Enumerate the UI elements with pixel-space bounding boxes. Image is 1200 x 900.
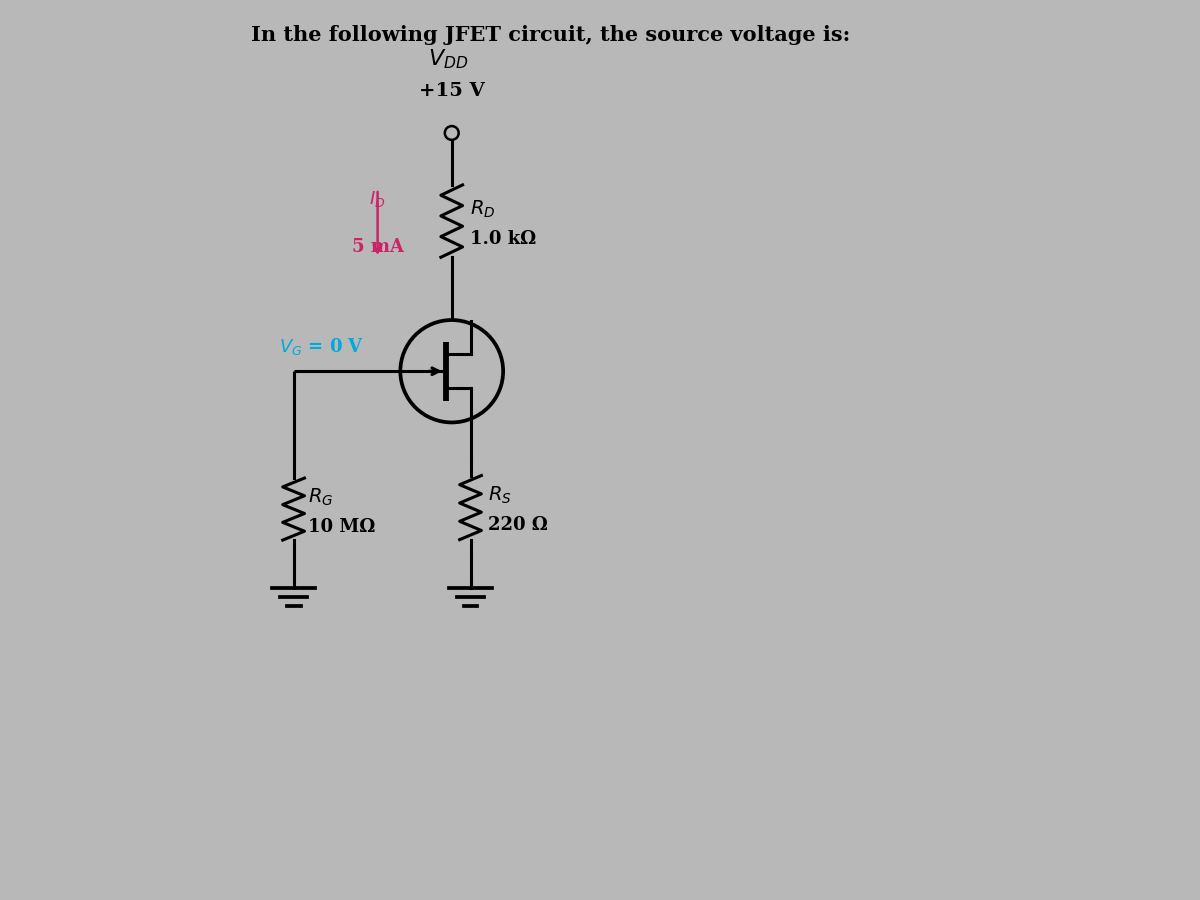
Text: 220 Ω: 220 Ω [488, 517, 548, 535]
Text: $R_S$: $R_S$ [488, 485, 512, 507]
Text: 5 mA: 5 mA [352, 238, 403, 256]
Text: $V_G$ = 0 V: $V_G$ = 0 V [278, 336, 364, 357]
Text: 10 MΩ: 10 MΩ [308, 518, 376, 536]
Text: +15 V: +15 V [419, 83, 485, 101]
Text: $R_G$: $R_G$ [308, 487, 334, 508]
Text: $I_D$: $I_D$ [370, 189, 386, 209]
Text: In the following JFET circuit, the source voltage is:: In the following JFET circuit, the sourc… [251, 24, 851, 45]
Text: $V_{DD}$: $V_{DD}$ [427, 48, 468, 71]
Text: $R_D$: $R_D$ [469, 199, 494, 220]
Text: 1.0 kΩ: 1.0 kΩ [469, 230, 535, 248]
